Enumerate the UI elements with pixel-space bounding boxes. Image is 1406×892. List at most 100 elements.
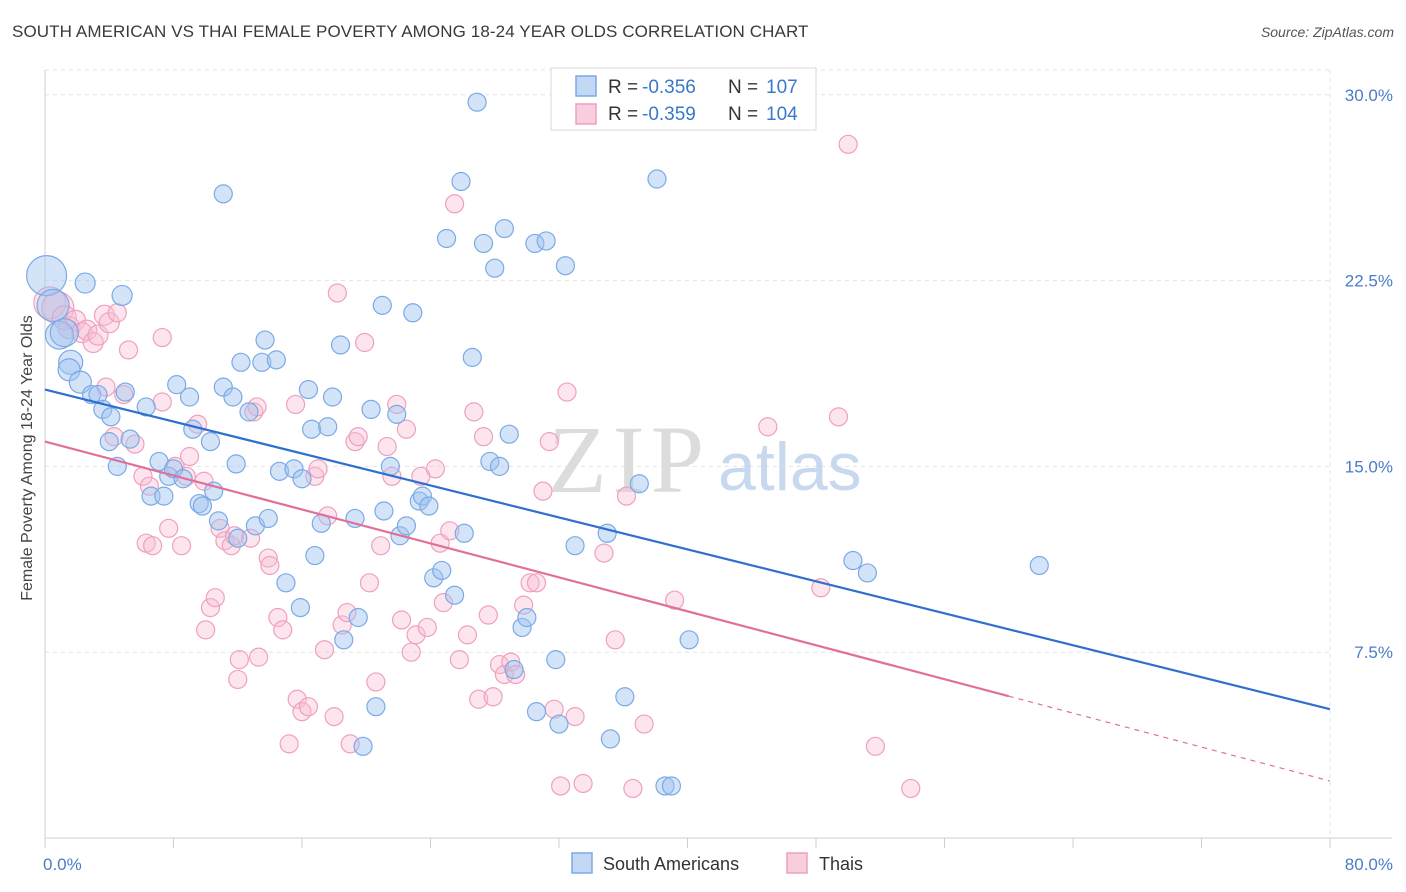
- south-americans-point-105: [857, 563, 878, 583]
- south-americans-point-59: [353, 736, 373, 756]
- south-americans-point-29: [200, 432, 221, 452]
- x-tick-labels: 0.0% 80.0%: [43, 855, 1393, 874]
- south-americans-point-70: [412, 486, 433, 506]
- thais-point-80: [444, 194, 465, 214]
- thais-point-43: [258, 548, 278, 568]
- thais-point-21: [152, 392, 172, 412]
- south-americans-point-38: [239, 402, 259, 422]
- thais-point-63: [355, 332, 375, 353]
- x-tick-label-1: 80.0%: [1345, 855, 1393, 874]
- south-americans-point-67: [396, 516, 417, 536]
- thais-point-93: [520, 573, 540, 593]
- thais-point-88: [489, 654, 510, 675]
- thais-point-71: [396, 419, 417, 439]
- thais-point-59: [337, 602, 357, 623]
- south-americans-point-23: [167, 375, 187, 395]
- thais-point-105: [623, 778, 643, 799]
- thais-point-102: [594, 543, 614, 563]
- thais-point-54: [314, 640, 335, 660]
- south-americans-point-53: [318, 417, 338, 437]
- bottom-legend-south-americans: South Americans: [603, 854, 739, 874]
- south-americans-point-62: [372, 295, 392, 315]
- south-americans-point-31: [208, 511, 229, 531]
- thais-point-78: [433, 593, 453, 613]
- south-americans-point-44: [269, 461, 290, 481]
- thais-point-11: [107, 303, 127, 323]
- south-americans-point-37: [231, 352, 251, 372]
- south-americans-point-40: [252, 352, 272, 372]
- south-americans-point-17: [136, 397, 156, 417]
- thais-point-36: [224, 526, 245, 546]
- south-americans-point-15: [99, 432, 119, 452]
- chart-title: SOUTH AMERICAN VS THAI FEMALE POVERTY AM…: [12, 22, 809, 41]
- trend-lines: [44, 388, 1331, 782]
- y-tick-label-1: 15.0%: [1345, 457, 1393, 476]
- thais-point-113: [838, 134, 858, 154]
- series-thais: [33, 134, 921, 799]
- legend-n-value-1: 107: [766, 77, 798, 98]
- south-americans-point-11: [101, 407, 121, 427]
- thais-point-45: [268, 607, 288, 628]
- south-americans-point-13: [115, 382, 135, 402]
- source-label: Source: ZipAtlas.com: [1260, 24, 1394, 40]
- thais-point-82: [457, 625, 478, 645]
- thais-point-86: [478, 605, 498, 625]
- thais-point-23: [159, 518, 179, 538]
- trend-line-thais-extension: [1008, 695, 1331, 782]
- south-americans-point-91: [536, 231, 556, 251]
- south-americans-point-103: [679, 630, 699, 650]
- thais-point-56: [324, 707, 344, 727]
- thais-point-53: [308, 459, 328, 479]
- thais-point-73: [406, 625, 426, 645]
- south-americans-point-73: [432, 560, 452, 581]
- thais-point-48: [285, 394, 306, 415]
- south-americans-point-64: [380, 456, 400, 476]
- thais-point-112: [901, 778, 921, 799]
- south-americans-point-51: [305, 545, 325, 566]
- thais-point-69: [387, 394, 407, 415]
- south-americans-point-100: [647, 169, 667, 189]
- legend: R = -0.356 N = 107 R = -0.359 N = 104: [550, 67, 817, 131]
- thais-point-99: [557, 382, 577, 402]
- bottom-legend-swatch-blue: [571, 852, 593, 874]
- watermark-atlas: atlas: [718, 429, 862, 505]
- south-americans-point-88: [517, 607, 537, 628]
- bottom-legend: South Americans Thais: [571, 852, 863, 874]
- south-americans-point-94: [555, 256, 576, 276]
- thais-point-83: [464, 402, 484, 422]
- thais-point-79: [440, 521, 460, 541]
- y-tick-labels: 7.5% 15.0% 22.5% 30.0%: [1345, 86, 1393, 662]
- thais-point-66: [371, 536, 391, 556]
- south-americans-point-27: [189, 493, 209, 514]
- thais-point-62: [348, 427, 368, 447]
- south-americans-point-1: [36, 288, 70, 322]
- south-americans-point-43: [266, 350, 286, 370]
- thais-point-85: [473, 427, 494, 447]
- legend-n-label-2: N =: [728, 104, 758, 125]
- south-americans-point-32: [213, 184, 233, 204]
- trend-line-thais: [44, 440, 1010, 698]
- south-americans-point-54: [322, 387, 343, 407]
- thais-point-57: [327, 283, 347, 303]
- south-americans-point-85: [499, 424, 519, 444]
- south-americans-point-106: [1029, 555, 1049, 576]
- thais-point-101: [573, 773, 593, 794]
- thais-point-46: [273, 620, 293, 640]
- south-americans-point-60: [361, 399, 381, 420]
- south-americans-point-92: [546, 650, 566, 670]
- south-americans-point-97: [600, 729, 621, 749]
- y-tick-label-3: 30.0%: [1345, 86, 1393, 105]
- y-tick-label-0: 7.5%: [1354, 643, 1393, 662]
- south-americans-point-89: [525, 233, 545, 254]
- legend-r-label-1: R =: [608, 77, 638, 98]
- thais-point-72: [401, 642, 421, 662]
- south-americans-point-86: [504, 659, 524, 680]
- south-americans-point-74: [436, 228, 457, 249]
- thais-point-38: [229, 650, 249, 670]
- trend-line-south-americans: [44, 388, 1331, 711]
- series-south-americans: [26, 92, 1049, 796]
- thais-point-108: [758, 417, 778, 437]
- south-americans-point-2: [44, 320, 75, 350]
- thais-point-10: [98, 312, 120, 334]
- south-americans-point-35: [226, 454, 246, 474]
